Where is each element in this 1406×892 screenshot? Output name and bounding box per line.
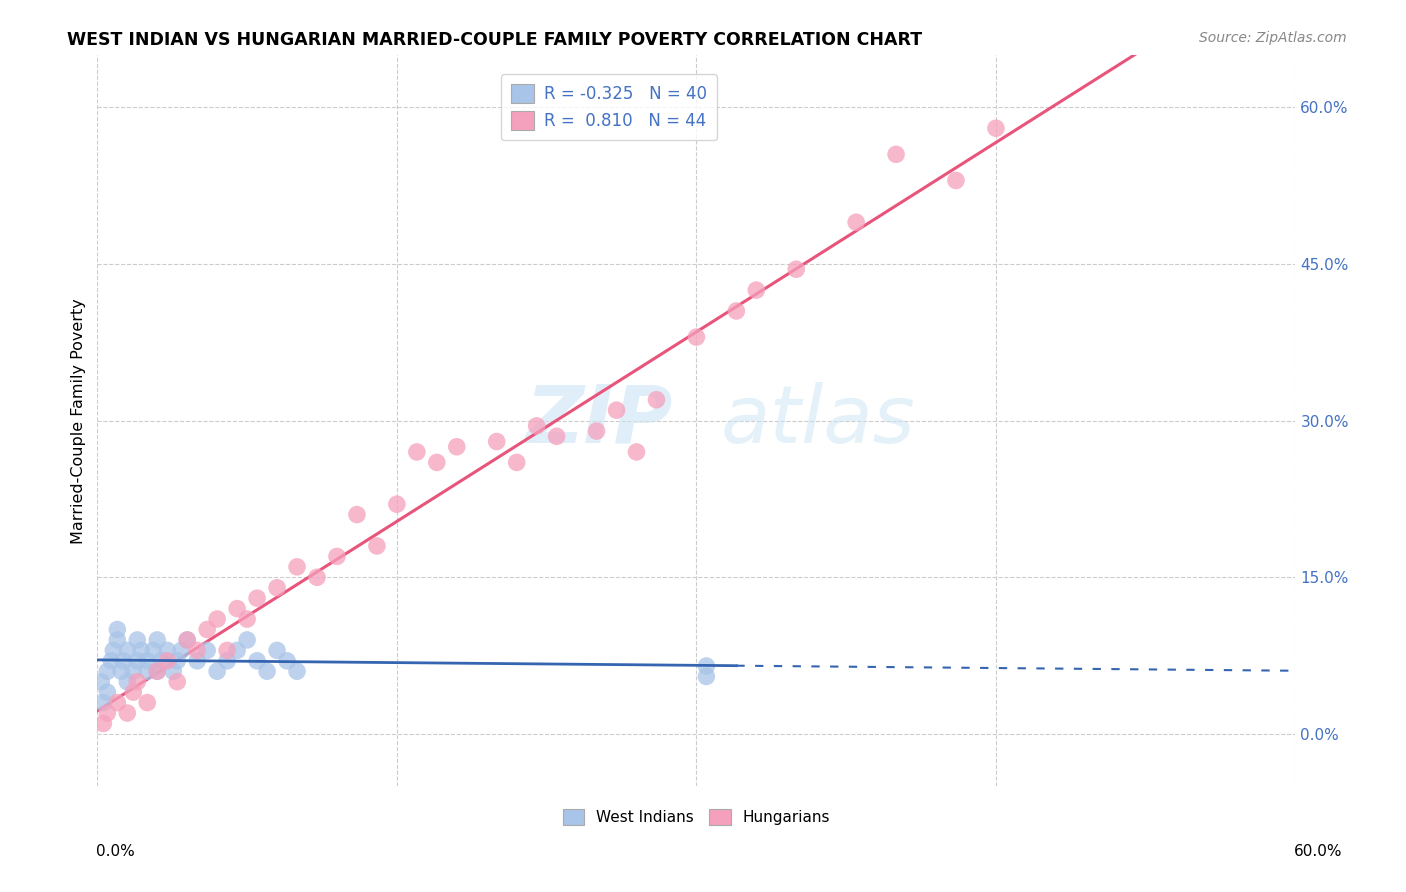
Point — [745, 283, 768, 297]
Y-axis label: Married-Couple Family Poverty: Married-Couple Family Poverty — [72, 298, 86, 543]
Point — [226, 601, 249, 615]
Point — [326, 549, 349, 564]
Point — [236, 632, 259, 647]
Point — [285, 665, 308, 679]
Point — [162, 665, 184, 679]
Point — [446, 440, 468, 454]
Point — [217, 643, 239, 657]
Text: Source: ZipAtlas.com: Source: ZipAtlas.com — [1199, 31, 1347, 45]
Point — [127, 674, 149, 689]
Point — [195, 643, 218, 657]
Point — [176, 632, 198, 647]
Point — [945, 173, 967, 187]
Point — [186, 643, 208, 657]
Point — [96, 706, 118, 720]
Point — [110, 665, 132, 679]
Point — [136, 696, 159, 710]
Point — [146, 632, 169, 647]
Point — [105, 632, 128, 647]
Point — [127, 632, 149, 647]
Point — [685, 330, 707, 344]
Text: 0.0%: 0.0% — [96, 845, 135, 859]
Point — [366, 539, 388, 553]
Point — [112, 654, 135, 668]
Point — [426, 455, 449, 469]
Point — [884, 147, 907, 161]
Point — [984, 121, 1007, 136]
Point — [485, 434, 508, 449]
Point — [346, 508, 368, 522]
Text: 60.0%: 60.0% — [1295, 845, 1343, 859]
Point — [205, 612, 228, 626]
Point — [136, 665, 159, 679]
Point — [142, 643, 165, 657]
Point — [129, 643, 152, 657]
Point — [526, 418, 548, 433]
Point — [385, 497, 408, 511]
Point — [546, 429, 568, 443]
Point — [217, 654, 239, 668]
Point — [100, 654, 122, 668]
Point — [305, 570, 328, 584]
Point — [136, 654, 159, 668]
Point — [276, 654, 298, 668]
Point — [117, 643, 139, 657]
Point — [93, 716, 115, 731]
Point — [695, 659, 717, 673]
Point — [105, 623, 128, 637]
Point — [166, 674, 188, 689]
Point — [146, 665, 169, 679]
Point — [845, 215, 868, 229]
Point — [246, 654, 269, 668]
Text: ZIP: ZIP — [524, 382, 672, 459]
Point — [103, 643, 125, 657]
Point — [266, 643, 288, 657]
Point — [266, 581, 288, 595]
Point — [226, 643, 249, 657]
Point — [236, 612, 259, 626]
Point — [166, 654, 188, 668]
Point — [93, 696, 115, 710]
Point — [585, 424, 607, 438]
Point — [186, 654, 208, 668]
Point — [505, 455, 527, 469]
Point — [195, 623, 218, 637]
Point — [122, 685, 145, 699]
Point — [156, 643, 179, 657]
Point — [246, 591, 269, 606]
Point — [785, 262, 807, 277]
Point — [150, 654, 173, 668]
Point — [176, 632, 198, 647]
Text: atlas: atlas — [720, 382, 915, 459]
Point — [105, 696, 128, 710]
Point — [127, 654, 149, 668]
Point — [117, 706, 139, 720]
Point — [156, 654, 179, 668]
Point — [285, 559, 308, 574]
Point — [117, 674, 139, 689]
Point — [725, 304, 748, 318]
Legend: West Indians, Hungarians: West Indians, Hungarians — [557, 803, 837, 831]
Point — [205, 665, 228, 679]
Point — [256, 665, 278, 679]
Point — [96, 665, 118, 679]
Point — [122, 665, 145, 679]
Point — [405, 445, 427, 459]
Point — [695, 669, 717, 683]
Point — [170, 643, 193, 657]
Point — [626, 445, 648, 459]
Point — [606, 403, 628, 417]
Text: WEST INDIAN VS HUNGARIAN MARRIED-COUPLE FAMILY POVERTY CORRELATION CHART: WEST INDIAN VS HUNGARIAN MARRIED-COUPLE … — [67, 31, 922, 49]
Point — [90, 674, 112, 689]
Point — [645, 392, 668, 407]
Point — [96, 685, 118, 699]
Point — [146, 665, 169, 679]
